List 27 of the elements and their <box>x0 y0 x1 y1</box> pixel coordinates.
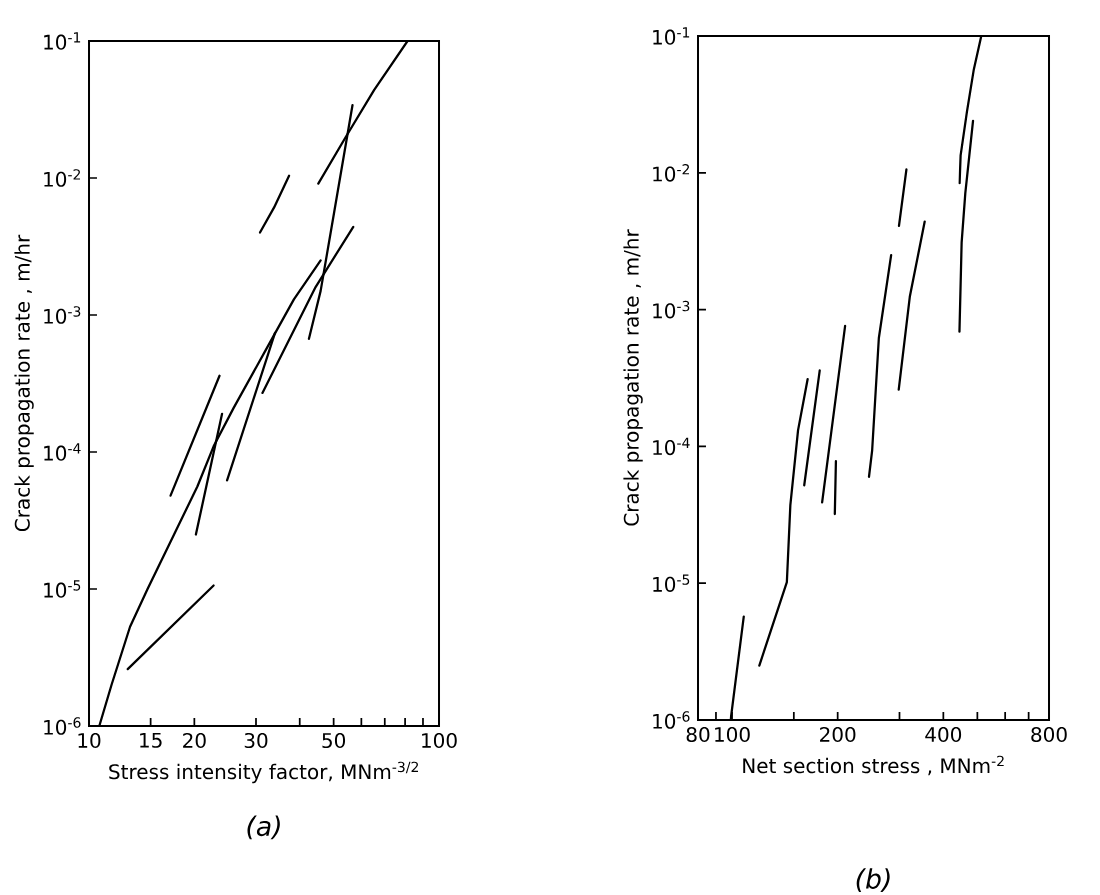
x-tick-label: 50 <box>322 732 346 749</box>
text: (b) <box>856 868 890 893</box>
x-axis-title: Net section stress , MNm$^{-2}$ <box>743 755 1004 776</box>
y-tick-label: 10$^{-2}$ <box>653 163 690 182</box>
y-axis-title: Crack propagation rate , m/hr <box>623 229 643 526</box>
y-tick-label: 10$^{-5}$ <box>44 580 81 598</box>
y-tick-label: 10$^{-4}$ <box>653 437 690 456</box>
x-tick-label: 800 <box>1031 726 1067 743</box>
x-tick-label: 100 <box>422 732 457 749</box>
y-tick-label: 10$^{-5}$ <box>653 574 690 592</box>
y-tick-label: 10$^{-1}$ <box>44 32 81 50</box>
x-tick-label: 15 <box>140 732 162 748</box>
x-tick-label: 10 <box>78 732 101 749</box>
x-tick-label: 80 <box>686 726 710 743</box>
y-tick-label: 10$^{-2}$ <box>44 169 81 187</box>
x-tick-label: 100 <box>715 726 750 743</box>
x-axis-title: Stress intensity factor, MNm$^{-3/2}$ <box>109 761 419 784</box>
y-tick-label: 10$^{-1}$ <box>653 27 690 45</box>
y-axis-title: Crack propagation rate , m/hr <box>14 234 34 532</box>
x-tick-label: 400 <box>925 726 962 743</box>
text: (a) <box>247 815 280 840</box>
y-tick-label: 10$^{-4}$ <box>44 443 81 461</box>
x-tick-label: 200 <box>820 726 856 743</box>
y-tick-label: 10$^{-3}$ <box>44 306 81 324</box>
x-tick-label: 20 <box>183 732 206 749</box>
x-tick-label: 30 <box>244 732 268 749</box>
y-tick-label: 10$^{-3}$ <box>653 300 690 319</box>
